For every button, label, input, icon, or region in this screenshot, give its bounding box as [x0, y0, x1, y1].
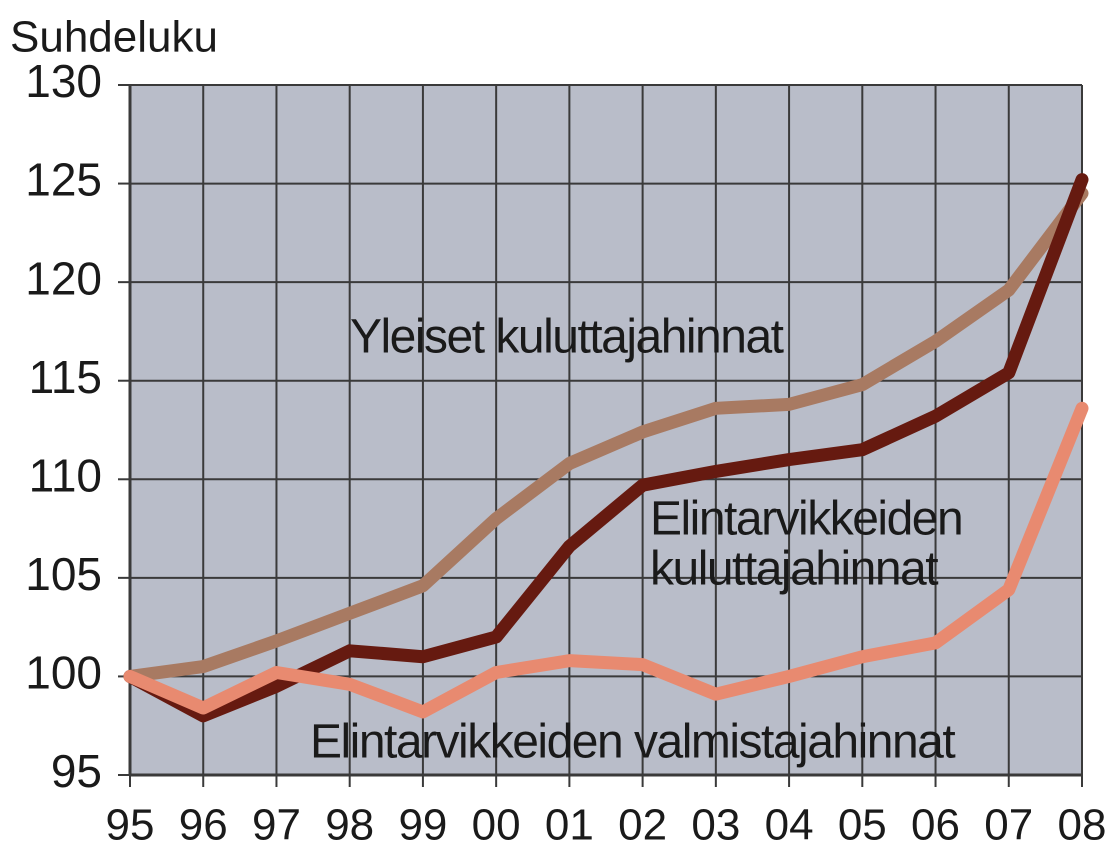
y-tick-label: 125: [25, 154, 102, 206]
series-line: [123, 401, 1089, 719]
x-tick-label: 04: [765, 801, 814, 850]
y-tick-label: 115: [29, 351, 102, 403]
annotation: kuluttajahinnat: [650, 543, 938, 596]
x-tick-label: 01: [545, 801, 594, 850]
x-tick-label: 97: [252, 801, 301, 850]
annotation: Elintarvikkeiden: [650, 493, 962, 546]
x-tick-label: 00: [472, 801, 521, 850]
y-tick-label: 120: [25, 252, 102, 304]
x-tick-label: 98: [325, 801, 374, 850]
x-tick-label: 99: [398, 801, 447, 850]
x-tick-label: 06: [911, 801, 960, 850]
y-tick-label: 95: [51, 745, 102, 797]
series-line: [123, 186, 1089, 683]
x-tick-label: 02: [618, 801, 667, 850]
y-tick-label: 130: [25, 55, 102, 107]
annotation: Elintarvikkeiden valmistajahinnat: [310, 716, 955, 769]
y-tick-label: 100: [25, 647, 102, 699]
y-axis-label: Suhdeluku: [10, 13, 218, 62]
x-tick-label: 03: [691, 801, 740, 850]
x-tick-label: 07: [984, 801, 1033, 850]
y-tick-label: 110: [29, 449, 102, 501]
y-tick-label: 105: [25, 548, 102, 600]
annotation: Yleiset kuluttajahinnat: [350, 311, 784, 364]
x-tick-label: 95: [106, 801, 155, 850]
x-tick-label: 08: [1058, 801, 1106, 850]
x-tick-label: 96: [179, 801, 228, 850]
x-tick-label: 05: [838, 801, 887, 850]
